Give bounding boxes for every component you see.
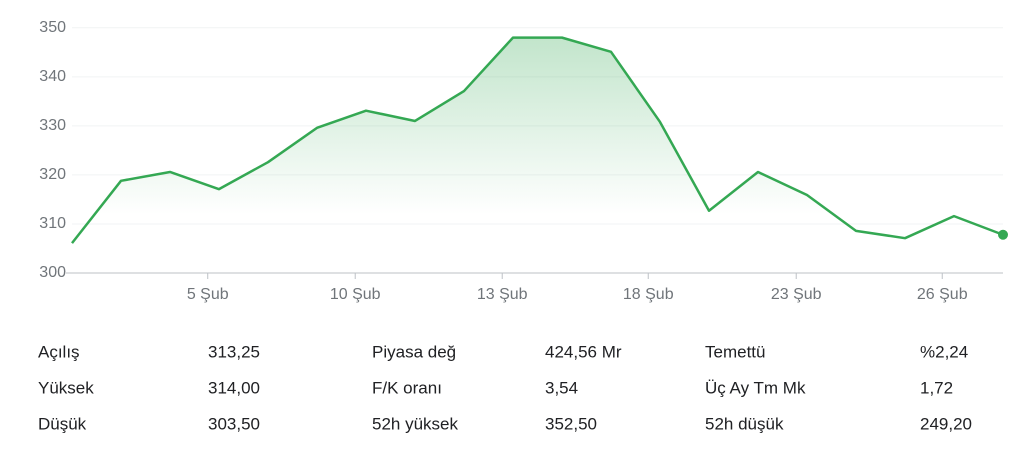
stat-value: %2,24 xyxy=(920,342,968,361)
y-tick-label: 330 xyxy=(39,117,66,134)
y-tick-label: 300 xyxy=(39,264,66,281)
x-tick-label: 13 Şub xyxy=(477,286,528,303)
stat-label: Temettü xyxy=(705,342,765,361)
stat-value: 303,50 xyxy=(208,414,260,433)
stat-label: F/K oranı xyxy=(372,378,442,397)
stat-value: 352,50 xyxy=(545,414,597,433)
stat-label: 52h düşük xyxy=(705,414,784,433)
y-tick-label: 350 xyxy=(39,19,66,36)
y-tick-label: 310 xyxy=(39,215,66,232)
y-tick-label: 340 xyxy=(39,68,66,85)
end-dot xyxy=(998,229,1008,240)
stat-label: 52h yüksek xyxy=(372,414,458,433)
stat-value: 424,56 Mr xyxy=(545,342,622,361)
stat-value: 249,20 xyxy=(920,414,972,433)
stat-value: 1,72 xyxy=(920,378,953,397)
x-tick-label: 5 Şub xyxy=(187,286,229,303)
stat-value: 313,25 xyxy=(208,342,260,361)
stat-label: Piyasa değ xyxy=(372,342,456,361)
stat-label: Üç Ay Tm Mk xyxy=(705,378,806,397)
line xyxy=(71,36,1004,244)
x-tick-label: 10 Şub xyxy=(330,286,381,303)
stat-value: 314,00 xyxy=(208,378,260,397)
stat-value: 3,54 xyxy=(545,378,578,397)
y-tick-label: 320 xyxy=(39,166,66,183)
x-tick-label: 26 Şub xyxy=(917,286,968,303)
stat-label: Yüksek xyxy=(38,378,94,397)
stat-label: Düşük xyxy=(38,414,87,433)
x-tick-label: 18 Şub xyxy=(623,286,674,303)
x-tick-label: 23 Şub xyxy=(771,286,822,303)
stat-label: Açılış xyxy=(38,342,80,361)
area xyxy=(72,37,1003,273)
